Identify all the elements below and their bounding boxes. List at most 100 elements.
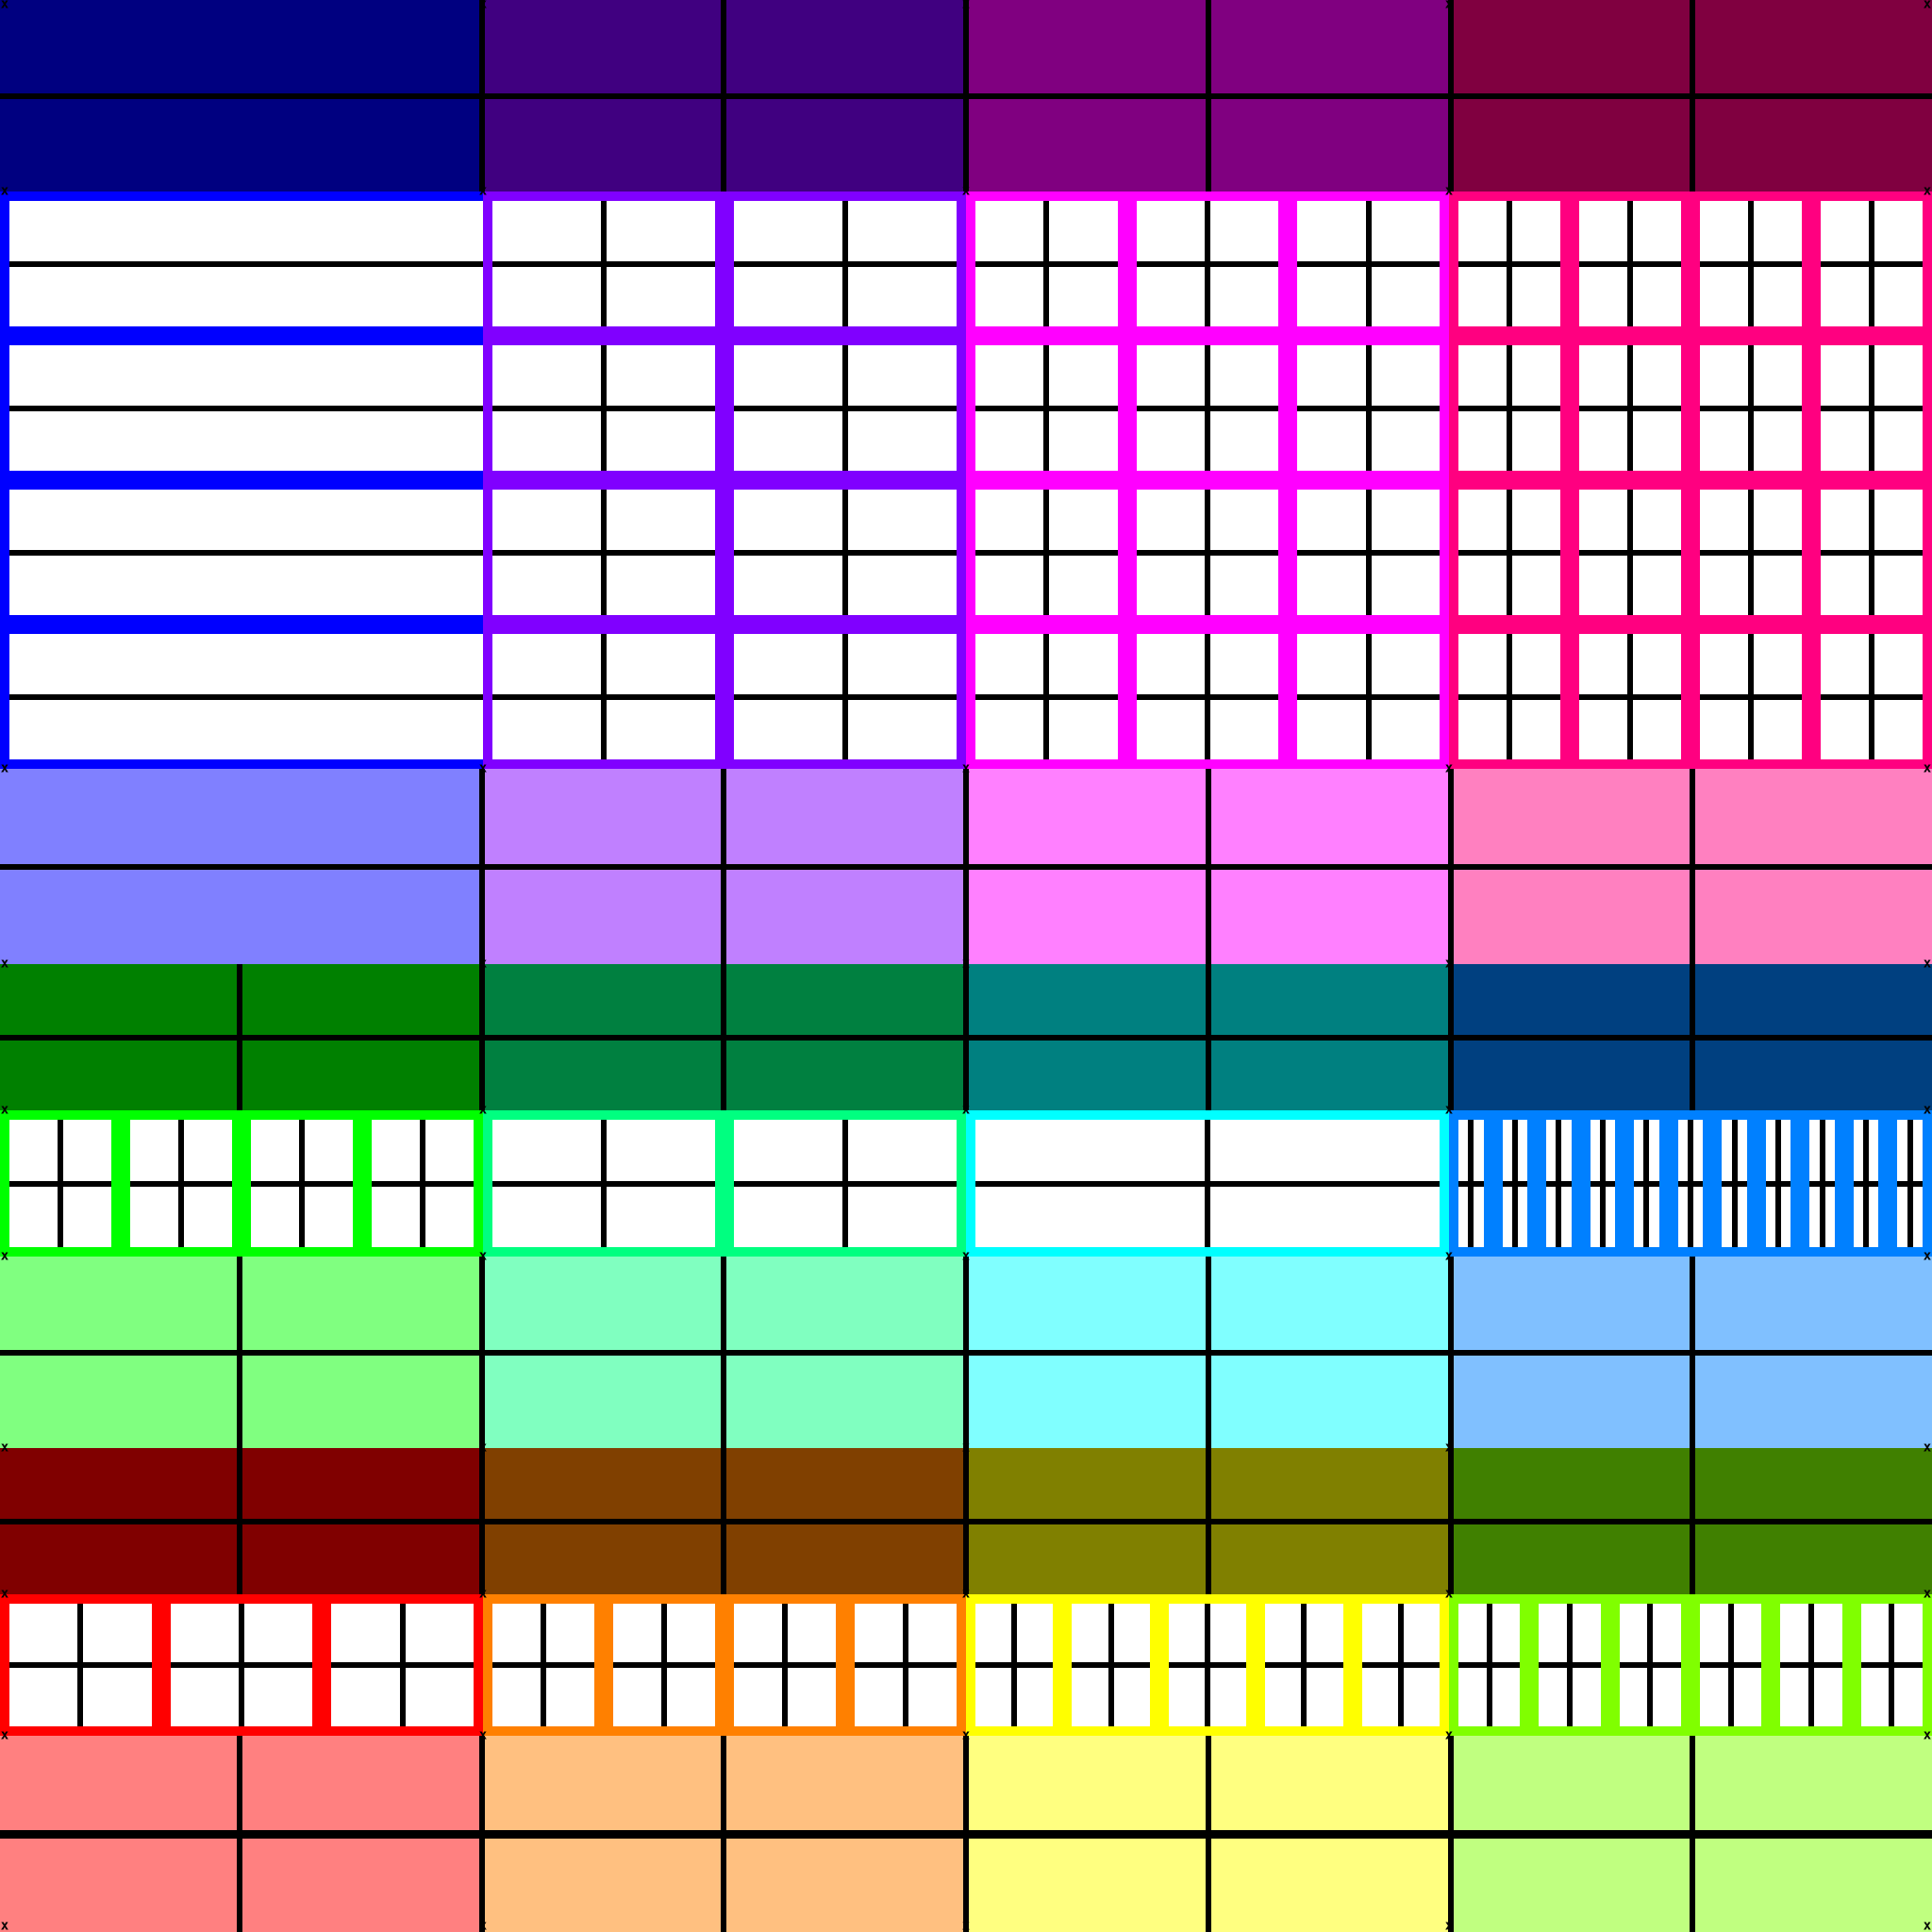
cyan-cell-block (975, 1120, 1440, 1247)
white-cell (1677, 1186, 1688, 1247)
white-cell (1458, 345, 1507, 406)
white-cell (1209, 555, 1279, 615)
dark-spring-green-solid-cell (726, 1040, 963, 1110)
white-cell (613, 1668, 661, 1726)
white-cell (734, 410, 842, 471)
dark-chartreuse-solid-cell (1453, 1448, 1690, 1519)
green-hues-footer-band (0, 1257, 1932, 1448)
dark-spring-green-solid-cell (484, 1040, 722, 1110)
white-cell (1403, 1668, 1440, 1726)
azure-cell-block (1590, 1120, 1616, 1247)
white-cell (492, 1186, 601, 1247)
white-cell (1700, 1604, 1728, 1662)
white-cell (1512, 634, 1560, 694)
dark-violet-solid-cell (726, 98, 963, 192)
white-cell (1297, 266, 1366, 326)
light-orange-solid-cell (726, 1736, 963, 1830)
white-cell (1781, 1120, 1791, 1181)
dark-cyan-solid-cell (1210, 1040, 1448, 1110)
magenta-cell-block (975, 201, 1118, 326)
white-cell (1517, 1120, 1528, 1181)
dark-rose-header-group (1453, 0, 1932, 192)
light-magenta-footer-group (969, 769, 1448, 964)
red-hues-header-band (0, 1448, 1932, 1594)
white-cell (1649, 1120, 1659, 1181)
white-cell (405, 1604, 474, 1662)
white-cell (667, 1668, 715, 1726)
white-cell (1874, 410, 1923, 471)
white-cell (1371, 490, 1440, 550)
white-cell (1733, 1668, 1762, 1726)
light-azure-footer-group (1453, 1257, 1932, 1448)
white-cell (1297, 201, 1366, 261)
white-cell (1136, 490, 1205, 550)
rose-cell-block (1821, 201, 1923, 326)
white-cell (546, 1668, 594, 1726)
red-hues-footer-band (0, 1736, 1932, 1932)
light-red-footer-group (0, 1736, 479, 1932)
dark-cyan-header-group (969, 964, 1448, 1110)
white-cell (1072, 1668, 1108, 1726)
magenta-cell-block (975, 345, 1118, 471)
light-cyan-solid-cell (1210, 1257, 1448, 1350)
white-cell (1561, 1186, 1572, 1247)
green-cell-block (130, 1120, 232, 1247)
white-cell (170, 1604, 239, 1662)
violet-cell-block (734, 634, 957, 759)
rose-bordered-table (1449, 192, 1932, 769)
white-cell (1590, 1120, 1600, 1181)
white-cell (372, 1120, 420, 1181)
light-yellow-solid-cell (1210, 1838, 1448, 1932)
white-cell (734, 1604, 782, 1662)
white-cell (1700, 699, 1748, 759)
white-cell (1579, 345, 1627, 406)
white-cell (607, 266, 715, 326)
white-cell (1209, 634, 1279, 694)
red-cell-block (331, 1604, 474, 1726)
white-cell (1754, 699, 1802, 759)
white-cell (1049, 410, 1118, 471)
dark-magenta-solid-cell (1210, 98, 1448, 192)
dark-cyan-solid-cell (969, 1040, 1206, 1110)
white-cell (63, 1120, 111, 1181)
white-cell (1502, 1120, 1512, 1181)
white-cell (848, 490, 957, 550)
white-cell (1633, 634, 1681, 694)
white-cell (9, 266, 483, 326)
blue-hues-footer-band (0, 769, 1932, 964)
white-cell (1894, 1668, 1923, 1726)
rose-cell-block (1700, 634, 1802, 759)
white-cell (1653, 1668, 1681, 1726)
white-cell (1136, 634, 1205, 694)
white-cell (1297, 699, 1366, 759)
white-cell (734, 1186, 842, 1247)
white-cell (1700, 1668, 1728, 1726)
rose-cell-block (1700, 201, 1802, 326)
white-cell (607, 634, 715, 694)
white-cell (1619, 1604, 1648, 1662)
light-green-footer-group (0, 1257, 479, 1448)
orange-cell-block (855, 1604, 957, 1726)
white-cell (1136, 345, 1205, 406)
magenta-cell-block (975, 490, 1118, 615)
light-chartreuse-solid-cell (1695, 1736, 1932, 1830)
white-cell (607, 555, 715, 615)
maroon-solid-cell (0, 1524, 237, 1594)
maroon-solid-cell (242, 1524, 479, 1594)
white-cell (1912, 1120, 1923, 1181)
navy-blue-solid-cell (0, 98, 479, 192)
olive-solid-cell (1210, 1448, 1448, 1519)
dark-orange-solid-cell (484, 1448, 722, 1519)
chartreuse-cell-block (1780, 1604, 1842, 1726)
white-cell (848, 699, 957, 759)
white-cell (492, 634, 601, 694)
olive-solid-cell (969, 1448, 1206, 1519)
azure-cell-block (1502, 1120, 1528, 1247)
white-cell (425, 1186, 474, 1247)
white-cell (1754, 201, 1802, 261)
dark-green-header-group (0, 964, 479, 1110)
red-hues-body-band (0, 1594, 1932, 1736)
white-cell (372, 1186, 420, 1247)
light-magenta-solid-cell (969, 769, 1206, 864)
white-cell (1017, 1604, 1054, 1662)
